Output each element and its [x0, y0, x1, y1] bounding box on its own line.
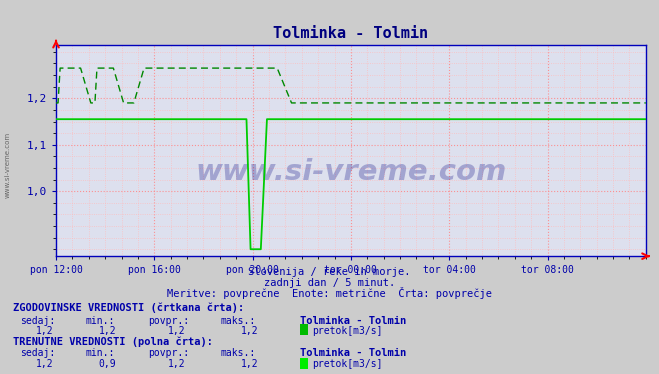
Text: Tolminka - Tolmin: Tolminka - Tolmin [300, 348, 406, 358]
Text: www.si-vreme.com: www.si-vreme.com [195, 158, 507, 186]
Text: 1,2: 1,2 [168, 326, 186, 335]
Text: 1,2: 1,2 [36, 326, 54, 335]
Text: 0,9: 0,9 [99, 359, 117, 369]
Text: Meritve: povprečne  Enote: metrične  Črta: povprečje: Meritve: povprečne Enote: metrične Črta:… [167, 287, 492, 299]
Text: maks.:: maks.: [221, 348, 256, 358]
Text: ZGODOVINSKE VREDNOSTI (črtkana črta):: ZGODOVINSKE VREDNOSTI (črtkana črta): [13, 303, 244, 313]
Text: min.:: min.: [86, 348, 115, 358]
Text: zadnji dan / 5 minut.: zadnji dan / 5 minut. [264, 278, 395, 288]
Text: 1,2: 1,2 [241, 326, 258, 335]
Text: 1,2: 1,2 [36, 359, 54, 369]
Text: 1,2: 1,2 [168, 359, 186, 369]
Text: povpr.:: povpr.: [148, 348, 189, 358]
Text: www.si-vreme.com: www.si-vreme.com [5, 132, 11, 197]
Text: pretok[m3/s]: pretok[m3/s] [312, 326, 382, 335]
Text: sedaj:: sedaj: [20, 316, 55, 325]
Text: maks.:: maks.: [221, 316, 256, 325]
Title: Tolminka - Tolmin: Tolminka - Tolmin [273, 26, 428, 41]
Text: Tolminka - Tolmin: Tolminka - Tolmin [300, 316, 406, 325]
Text: 1,2: 1,2 [241, 359, 258, 369]
Text: sedaj:: sedaj: [20, 348, 55, 358]
Text: min.:: min.: [86, 316, 115, 325]
Text: TRENUTNE VREDNOSTI (polna črta):: TRENUTNE VREDNOSTI (polna črta): [13, 336, 213, 347]
Text: pretok[m3/s]: pretok[m3/s] [312, 359, 382, 369]
Text: povpr.:: povpr.: [148, 316, 189, 325]
Text: Slovenija / reke in morje.: Slovenija / reke in morje. [248, 267, 411, 277]
Text: 1,2: 1,2 [99, 326, 117, 335]
